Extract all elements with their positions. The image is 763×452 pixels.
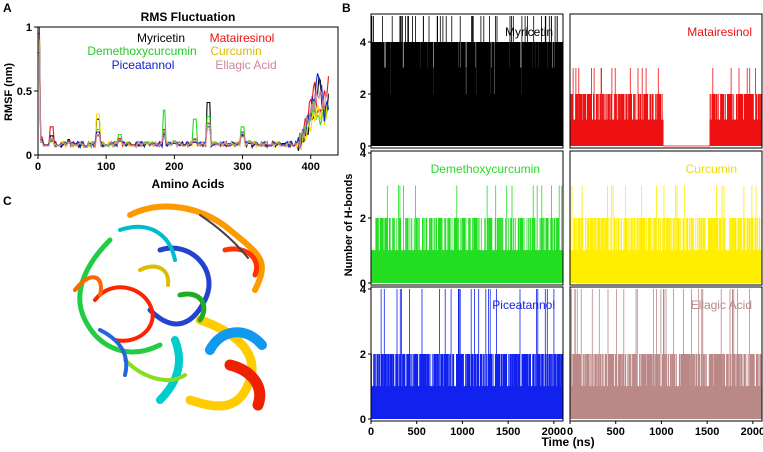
hbond-xtick-label: 0 xyxy=(567,426,573,438)
rmsf-ytick-label: 0.5 xyxy=(17,86,32,98)
protein-structure-image xyxy=(73,203,267,411)
hbond-subplot-frame xyxy=(569,150,763,286)
hbond-xtick-label: 1500 xyxy=(496,426,520,438)
legend-curcumin: Curcumin xyxy=(210,44,261,58)
rmsf-xtick-label: 100 xyxy=(97,161,115,173)
hbond-subplot-frame xyxy=(370,13,564,149)
hbond-chart: Number of H-bonds Time (ns) Myricetin 0 2 4… xyxy=(343,13,763,449)
rmsf-lines xyxy=(38,26,330,152)
hbond-series-trace xyxy=(569,68,763,147)
hbond-series-trace xyxy=(370,185,564,283)
hbond-xlabel: Time (ns) xyxy=(541,435,594,449)
hbond-series-trace xyxy=(569,185,763,283)
rmsf-ylabel: RMSF (nm) xyxy=(3,63,15,121)
rmsf-legend: Myricetin Matairesinol Demethoxycurcumin… xyxy=(87,31,276,72)
panel-label-a: A xyxy=(3,1,12,15)
rmsf-ytick-label: 1 xyxy=(26,22,32,34)
hbond-series-label: Piceatannol xyxy=(492,298,555,312)
hbond-xtick-label: 500 xyxy=(408,426,426,438)
hbond-subplot: Curcumin xyxy=(569,150,763,286)
hbond-series-label: Myricetin xyxy=(505,25,553,39)
hbond-ytick-label: 2 xyxy=(360,213,366,225)
rmsf-xtick-label: 300 xyxy=(233,161,251,173)
hbond-ytick-label: 4 xyxy=(360,37,367,49)
hbond-xtick-label: 500 xyxy=(607,426,625,438)
legend-ellagic-acid: Ellagic Acid xyxy=(215,58,276,72)
rmsf-xtick-label: 0 xyxy=(35,161,41,173)
hbond-series-label: Demethoxycurcumin xyxy=(431,162,540,176)
rmsf-ticks: 0 100 200 300 400 0 0.5 1 xyxy=(17,22,320,173)
hbond-subplot: Piceatannol 0 2 4 0 500 1000 1500 2000 xyxy=(360,284,566,438)
hbond-xtick-label: 1500 xyxy=(695,426,719,438)
rmsf-chart: RMS Fluctuation RMSF (nm) Amino Acids 0 1… xyxy=(3,10,339,191)
panel-label-c: C xyxy=(3,194,12,208)
rmsf-series-line xyxy=(38,52,330,150)
hbond-ytick-label: 2 xyxy=(360,349,366,361)
hbond-subplot-frame xyxy=(569,13,763,149)
hbond-ytick-label: 2 xyxy=(360,89,366,101)
hbond-subplot-frame xyxy=(569,286,763,422)
rmsf-series-line xyxy=(38,41,329,149)
hbond-series-label: Curcumin xyxy=(686,162,737,176)
hbond-subplot: Ellagic Acid 0 500 1000 1500 2000 xyxy=(567,286,763,438)
hbond-subplot: Myricetin 0 2 4 xyxy=(360,13,564,153)
hbond-ytick-label: 4 xyxy=(360,284,367,296)
hbond-ytick-label: 0 xyxy=(360,141,366,153)
rmsf-xtick-label: 400 xyxy=(302,161,320,173)
hbond-subplot: Matairesinol xyxy=(569,13,763,149)
legend-demethoxycurcumin: Demethoxycurcumin xyxy=(87,44,196,58)
hbond-ytick-label: 0 xyxy=(360,278,366,290)
legend-myricetin: Myricetin xyxy=(137,31,185,45)
panel-label-b: B xyxy=(342,1,351,15)
rmsf-series-line xyxy=(38,45,329,151)
rmsf-title: RMS Fluctuation xyxy=(141,10,236,24)
hbond-xtick-label: 2000 xyxy=(542,426,566,438)
hbond-xtick-label: 1000 xyxy=(649,426,673,438)
hbond-ytick-label: 4 xyxy=(360,148,367,160)
hbond-subplot: Demethoxycurcumin 0 2 4 xyxy=(360,148,564,290)
legend-piceatannol: Piceatannol xyxy=(112,58,175,72)
hbond-subplots: Myricetin 0 2 4 Matairesinol Demethoxycurcumi… xyxy=(360,13,763,438)
hbond-xtick-label: 1000 xyxy=(450,426,474,438)
hbond-xtick-label: 2000 xyxy=(741,426,763,438)
rmsf-ytick-label: 0 xyxy=(26,150,32,162)
hbond-ytick-label: 0 xyxy=(360,414,366,426)
legend-matairesinol: Matairesinol xyxy=(210,31,275,45)
hbond-xtick-label: 0 xyxy=(368,426,374,438)
rmsf-xlabel: Amino Acids xyxy=(152,177,225,191)
hbond-series-label: Ellagic Acid xyxy=(691,298,752,312)
rmsf-xtick-label: 200 xyxy=(165,161,183,173)
hbond-series-label: Matairesinol xyxy=(687,25,752,39)
hbond-ylabel: Number of H-bonds xyxy=(343,174,355,277)
